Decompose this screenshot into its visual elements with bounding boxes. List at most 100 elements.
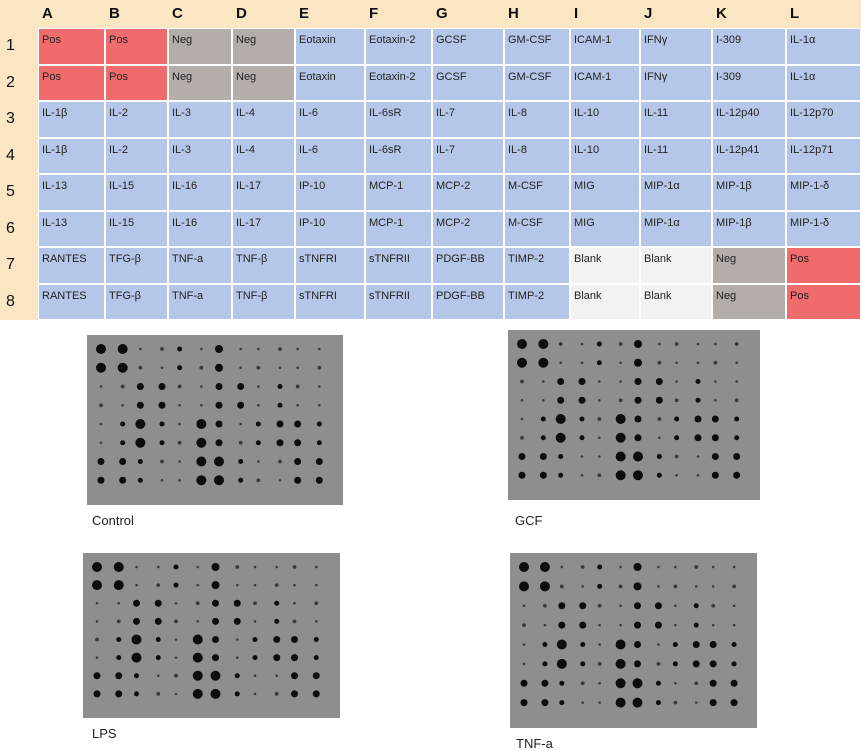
blot-spot — [559, 680, 565, 686]
blot-spot — [520, 417, 524, 421]
array-cell: TFG-β — [105, 283, 168, 320]
array-cell: TFG-β — [105, 247, 168, 284]
blot-spot — [253, 620, 257, 623]
blot-spot — [735, 361, 738, 365]
array-cell: Neg — [712, 283, 786, 320]
caption: Control — [92, 513, 134, 528]
blot-spot — [215, 401, 223, 409]
blot-spot — [292, 619, 297, 624]
blot-spot — [115, 672, 123, 680]
array-cell: IL-12p41 — [712, 137, 786, 174]
blot-spot — [730, 679, 738, 687]
blot-spot — [116, 619, 121, 624]
blot-spot — [579, 602, 587, 610]
array-cell: Eotaxin — [295, 64, 365, 101]
array-cell: IL-3 — [168, 137, 232, 174]
array-cell: IL-17 — [232, 210, 295, 247]
blot-spot — [734, 342, 739, 346]
array-cell: Blank — [640, 283, 712, 320]
blot-spot — [655, 396, 663, 404]
blot-spot — [192, 652, 203, 663]
blot-spot — [543, 623, 547, 627]
blot-spot — [174, 638, 178, 641]
blot-spot — [559, 700, 565, 706]
blot-background — [83, 553, 340, 718]
blot-spot — [654, 602, 662, 610]
array-cell: IL-4 — [232, 137, 295, 174]
blot-spot — [314, 583, 318, 587]
blot-spot — [135, 419, 146, 429]
blot-spot — [542, 661, 548, 667]
blot-spot — [540, 416, 546, 422]
blot-spot — [275, 674, 279, 678]
blot-spot — [618, 584, 623, 589]
array-cell: IP-10 — [295, 210, 365, 247]
column-header: I — [574, 5, 579, 22]
blot-spot — [615, 470, 626, 481]
array-cell: PDGF-BB — [432, 247, 504, 284]
blot-spot — [178, 460, 181, 463]
blot-spot — [156, 674, 160, 678]
blot-spot — [579, 416, 585, 422]
row-label: 2 — [6, 73, 15, 91]
blot-spot — [215, 345, 223, 353]
array-cell: IL-13 — [38, 174, 105, 211]
blot-spot — [277, 402, 283, 408]
blot-spot — [291, 636, 298, 643]
blot-spot — [731, 642, 737, 647]
blot-spot — [674, 435, 680, 441]
blot-spot — [154, 599, 162, 607]
blot-spot — [578, 378, 586, 385]
blot-spot — [276, 420, 284, 428]
array-cell: MIP-1-δ — [786, 210, 861, 247]
blot-spot — [634, 396, 642, 404]
blot-spot — [522, 604, 526, 608]
blot-spot — [117, 362, 128, 373]
blot-spot — [657, 565, 660, 569]
array-cell: MIP-1-δ — [786, 174, 861, 211]
blot-spot — [235, 583, 239, 587]
blot-spot — [556, 639, 567, 650]
blot-spot — [196, 419, 207, 429]
blot-spot — [214, 475, 224, 486]
blot-spot — [121, 403, 124, 407]
blot-spot — [159, 421, 165, 427]
blot-spot — [115, 690, 123, 698]
blot-spot — [634, 621, 641, 629]
blot-spot — [133, 599, 140, 607]
blot-spot — [540, 435, 546, 441]
blot-spot — [714, 342, 717, 346]
blot-spot — [693, 603, 699, 609]
blot-spot — [211, 563, 220, 571]
blot-spot — [134, 691, 139, 697]
array-cell: MIG — [570, 210, 640, 247]
blot-spot — [156, 565, 160, 569]
blot-spot — [598, 681, 601, 685]
array-cell: MIP-1β — [712, 210, 786, 247]
blot-spot — [155, 655, 161, 661]
blot-spot — [238, 440, 243, 445]
array-cell: IL-11 — [640, 101, 712, 138]
blot-spot — [238, 459, 244, 464]
blot-spot — [557, 378, 565, 385]
blot-spot — [615, 678, 626, 689]
row-label: 4 — [6, 146, 15, 164]
blot-spot — [657, 585, 660, 588]
blot-spot — [694, 701, 698, 704]
blot-spot — [196, 583, 200, 587]
blot-spot — [318, 403, 321, 407]
blot-spot — [632, 697, 643, 708]
blot-spot — [634, 415, 642, 423]
caption: GCF — [515, 513, 543, 528]
blot-spot — [314, 620, 318, 623]
array-cell: Neg — [232, 28, 295, 65]
blot-spot — [278, 366, 282, 370]
array-cell: IL-6 — [295, 137, 365, 174]
array-cell: RANTES — [38, 247, 105, 284]
blot-spot — [274, 691, 279, 696]
blot-spot — [160, 478, 164, 482]
array-cell: I-309 — [712, 64, 786, 101]
blot-spot — [139, 347, 142, 351]
blot-spot — [135, 437, 146, 448]
blot-spot — [733, 453, 741, 460]
